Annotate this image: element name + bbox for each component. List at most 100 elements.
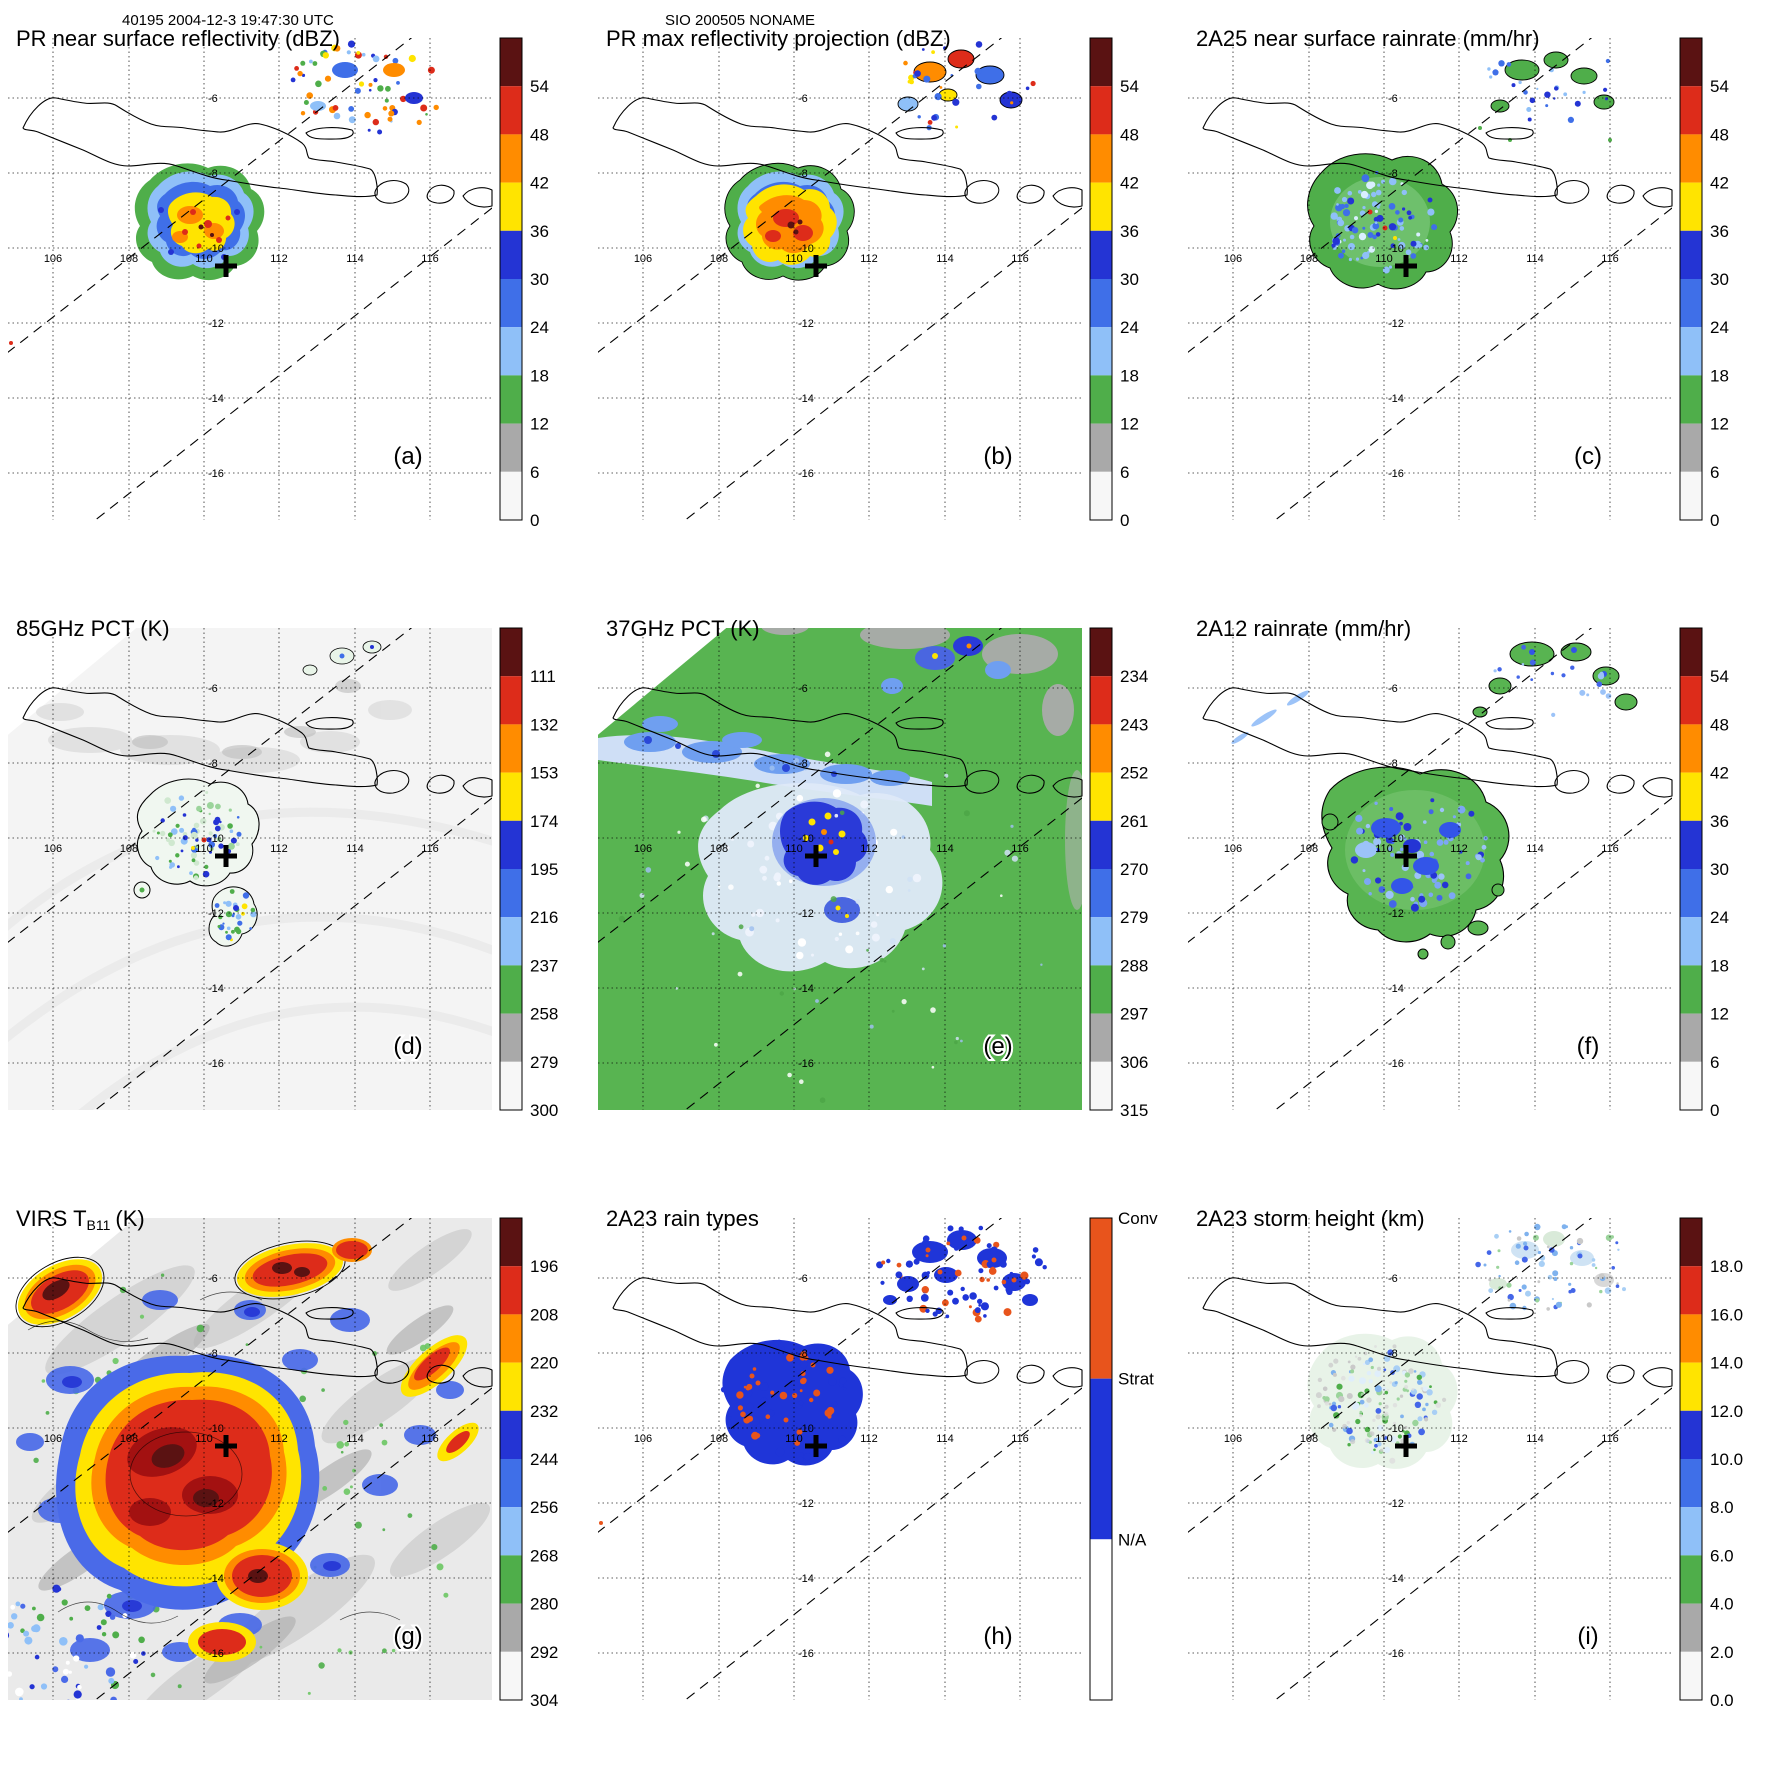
svg-text:-14: -14: [208, 1573, 224, 1585]
panel-b: 106 108 110 112 114 116 -6 -8 -10 -12 -14 -16 PR ma…: [590, 0, 1180, 590]
svg-text:196: 196: [530, 1257, 558, 1276]
svg-text:4.0: 4.0: [1710, 1595, 1734, 1614]
svg-text:-10: -10: [1388, 833, 1404, 845]
svg-text:279: 279: [530, 1053, 558, 1072]
svg-text:18: 18: [530, 366, 549, 385]
svg-text:106: 106: [44, 253, 62, 265]
svg-text:-6: -6: [208, 93, 218, 105]
panel-c: 106 108 110 112 114 116 -6 -8 -10 -12 -14 -16 2A25 …: [1180, 0, 1770, 590]
svg-text:-12: -12: [208, 1498, 224, 1510]
svg-text:108: 108: [1300, 253, 1318, 265]
svg-text:Conv: Conv: [1118, 1209, 1158, 1228]
svg-text:297: 297: [1120, 1005, 1148, 1024]
svg-text:48: 48: [530, 125, 549, 144]
svg-text:-10: -10: [1388, 1423, 1404, 1435]
svg-text:8.0: 8.0: [1710, 1498, 1734, 1517]
svg-text:216: 216: [530, 908, 558, 927]
svg-text:108: 108: [1300, 843, 1318, 855]
svg-text:112: 112: [270, 1433, 288, 1445]
panel-title: VIRS TB11 (K): [16, 1206, 145, 1233]
svg-text:42: 42: [1120, 174, 1139, 193]
map-grid: 106 108 110 112 114 116 -6 -8 -10 -12 -14 -16: [598, 38, 1082, 520]
svg-text:-10: -10: [1388, 243, 1404, 255]
svg-text:116: 116: [421, 253, 439, 265]
svg-text:-10: -10: [798, 1423, 814, 1435]
svg-text:-8: -8: [208, 758, 218, 770]
svg-text:110: 110: [1375, 843, 1393, 855]
svg-text:-10: -10: [798, 243, 814, 255]
svg-text:112: 112: [270, 253, 288, 265]
svg-text:42: 42: [530, 174, 549, 193]
map-grid: 106 108 110 112 114 116 -6 -8 -10 -12 -14 -16: [8, 628, 492, 1110]
panel-h-raster: [599, 1225, 1047, 1525]
svg-text:6.0: 6.0: [1710, 1546, 1734, 1565]
svg-text:112: 112: [270, 843, 288, 855]
svg-text:-16: -16: [208, 1648, 224, 1660]
svg-text:-6: -6: [208, 1273, 218, 1285]
svg-text:112: 112: [860, 253, 878, 265]
svg-text:208: 208: [530, 1305, 558, 1324]
colorbar: 111 132 153 174 195 216 237 258 279 300: [499, 627, 558, 1120]
svg-text:110: 110: [785, 1433, 803, 1445]
svg-text:-8: -8: [208, 1348, 218, 1360]
svg-text:-8: -8: [798, 1348, 808, 1360]
svg-text:234: 234: [1120, 667, 1148, 686]
svg-text:12: 12: [530, 415, 549, 434]
svg-text:106: 106: [634, 1433, 652, 1445]
colorbar: 18.0 16.0 14.0 12.0 10.0 8.0 6.0 4.0 2.0 0.0: [1679, 1217, 1743, 1710]
svg-text:106: 106: [634, 843, 652, 855]
svg-text:108: 108: [710, 843, 728, 855]
svg-text:112: 112: [1450, 253, 1468, 265]
svg-text:106: 106: [1224, 843, 1242, 855]
panel-letter: (h): [983, 1623, 1012, 1650]
svg-text:30: 30: [530, 270, 549, 289]
panel-title: 2A25 near surface rainrate (mm/hr): [1196, 26, 1540, 51]
svg-text:110: 110: [195, 253, 213, 265]
svg-text:237: 237: [530, 956, 558, 975]
svg-text:18: 18: [1120, 366, 1139, 385]
svg-text:116: 116: [1601, 843, 1619, 855]
svg-text:-10: -10: [208, 833, 224, 845]
svg-text:-16: -16: [208, 1058, 224, 1070]
map-grid: 106 108 110 112 114 116 -6 -8 -10 -12 -14 -16: [8, 1218, 492, 1700]
map-grid: 106 108 110 112 114 116 -6 -8 -10 -12 -14 -16: [8, 38, 492, 520]
svg-text:106: 106: [44, 1433, 62, 1445]
svg-text:306: 306: [1120, 1053, 1148, 1072]
panel-letter: (g): [393, 1623, 422, 1650]
svg-text:-8: -8: [798, 168, 808, 180]
panel-title: 85GHz PCT (K): [16, 616, 170, 641]
svg-text:116: 116: [421, 1433, 439, 1445]
svg-text:-10: -10: [208, 1423, 224, 1435]
svg-text:108: 108: [710, 1433, 728, 1445]
svg-text:24: 24: [1710, 318, 1729, 337]
svg-text:6: 6: [1710, 1053, 1719, 1072]
svg-text:116: 116: [421, 843, 439, 855]
panel-letter: (c): [1574, 443, 1602, 470]
svg-text:6: 6: [1120, 463, 1129, 482]
colorbar: 54 48 42 36 30 24 18 12 6 0: [499, 37, 549, 530]
svg-text:42: 42: [1710, 764, 1729, 783]
svg-text:268: 268: [530, 1546, 558, 1565]
coastline: [612, 97, 1083, 208]
svg-text:132: 132: [530, 715, 558, 734]
svg-text:-14: -14: [1388, 983, 1404, 995]
svg-text:-6: -6: [1388, 93, 1398, 105]
svg-text:48: 48: [1710, 715, 1729, 734]
svg-text:110: 110: [195, 843, 213, 855]
colorbar: Conv Strat N/A: [1089, 1209, 1158, 1701]
svg-text:12: 12: [1710, 415, 1729, 434]
svg-text:24: 24: [1710, 908, 1729, 927]
svg-text:114: 114: [1526, 1433, 1544, 1445]
svg-text:110: 110: [195, 1433, 213, 1445]
svg-text:116: 116: [1011, 1433, 1029, 1445]
svg-text:112: 112: [1450, 843, 1468, 855]
svg-text:0: 0: [1710, 1101, 1719, 1120]
svg-text:-12: -12: [1388, 1498, 1404, 1510]
panel-d: 106 108 110 112 114 116 -6 -8 -10 -12 -14 -16 85GHz…: [0, 590, 590, 1180]
svg-text:258: 258: [530, 1005, 558, 1024]
map-grid: 106 108 110 112 114 116 -6 -8 -10 -12 -14 -16: [1188, 628, 1672, 1110]
svg-text:16.0: 16.0: [1710, 1305, 1743, 1324]
svg-text:114: 114: [346, 253, 364, 265]
svg-text:-14: -14: [798, 393, 814, 405]
